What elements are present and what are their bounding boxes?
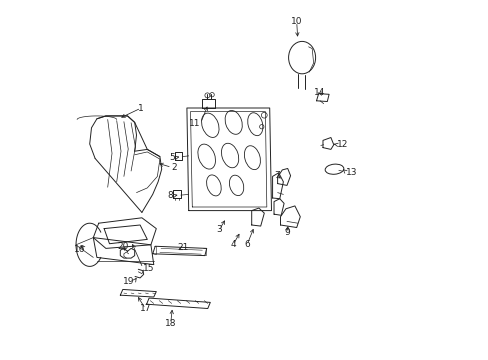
Text: 16: 16 [74,245,85,253]
Text: 20: 20 [117,242,129,251]
Text: 1: 1 [138,104,144,112]
Text: 7: 7 [273,171,279,180]
Text: 2: 2 [171,163,177,172]
Text: 13: 13 [346,167,357,176]
Text: 18: 18 [164,319,176,328]
Text: 9: 9 [284,229,289,238]
Text: 14: 14 [314,88,325,97]
Text: 4: 4 [230,240,235,249]
Text: 8: 8 [167,192,173,200]
Text: 10: 10 [290,17,302,26]
Text: 5: 5 [169,153,175,162]
Text: 6: 6 [244,240,249,249]
Text: 12: 12 [337,140,348,149]
Text: 11: 11 [189,118,200,127]
Text: 19: 19 [122,277,134,286]
Text: 21: 21 [177,243,188,252]
Text: 3: 3 [216,225,222,234]
Text: 15: 15 [142,264,154,273]
Text: 17: 17 [140,305,151,313]
